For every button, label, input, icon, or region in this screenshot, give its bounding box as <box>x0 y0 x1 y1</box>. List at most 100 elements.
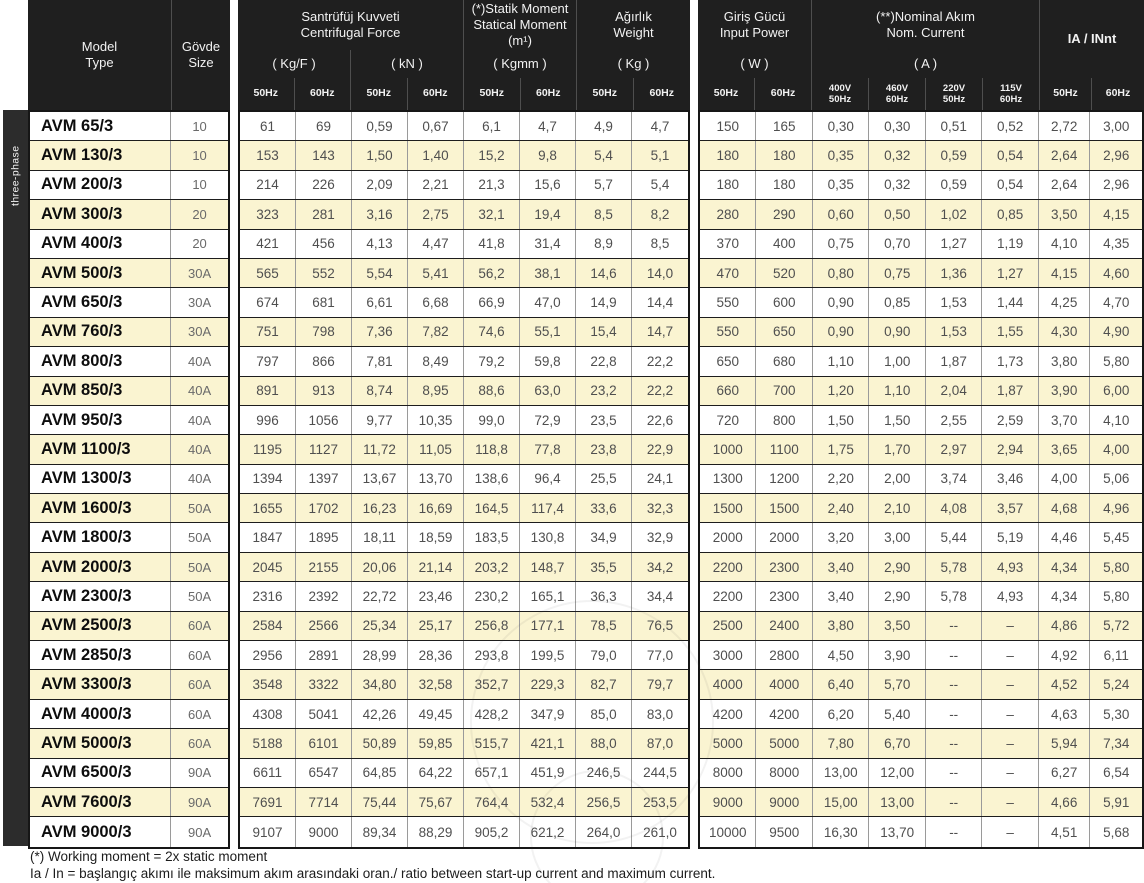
table-row: 2200 2300 3,40 2,90 5,78 4,93 4,34 5,80 <box>700 582 1142 612</box>
model-size-block: Model Type Gövde Size AVM 65/3 10 AVM 130/… <box>28 0 230 849</box>
size-cell: 40A <box>188 412 212 428</box>
data-cell: 2,72 <box>1039 112 1091 141</box>
data-cell: 798 <box>296 317 352 347</box>
table-header: Model Type Gövde Size <box>28 0 230 110</box>
data-cell: 1,40 <box>408 141 464 170</box>
phase-group-strip: three-phase <box>3 110 28 846</box>
data-cell: 550 <box>700 288 757 317</box>
data-cell: 4,30 <box>1039 317 1091 347</box>
data-cell: 4,60 <box>1103 265 1130 281</box>
data-cell: 7,80 <box>813 729 870 758</box>
table-row: AVM 400/3 20 <box>30 229 228 259</box>
data-cell: 3,20 <box>813 523 870 552</box>
size-cell: 60A <box>188 618 212 634</box>
data-cell: 4,96 <box>1103 500 1130 516</box>
data-cell: 15,6 <box>520 170 576 200</box>
data-cell: 3,16 <box>352 200 408 229</box>
data-cell: 12,00 <box>869 758 926 787</box>
data-cell: 165 <box>756 112 813 141</box>
table-row: AVM 1600/3 50A <box>30 494 228 524</box>
data-cell: 1847 <box>240 523 296 552</box>
table-row: AVM 2000/3 50A <box>30 552 228 583</box>
table-row: 1000 1100 1,75 1,70 2,97 2,94 3,65 4,00 <box>700 435 1142 465</box>
data-cell: 4,15 <box>1103 206 1130 222</box>
data-cell: 9,8 <box>520 141 576 170</box>
data-cell: 34,4 <box>646 588 674 604</box>
data-cell: 25,5 <box>576 464 632 494</box>
data-cell: 4000 <box>700 670 757 699</box>
data-cell: 5,1 <box>650 148 670 164</box>
data-cell: 5,30 <box>1103 706 1130 722</box>
data-cell: 244,5 <box>643 765 677 781</box>
data-cell: 9000 <box>700 787 757 817</box>
data-cell: 16,69 <box>408 494 464 523</box>
data-cell: – <box>982 787 1039 817</box>
data-cell: -- <box>926 611 983 641</box>
table-row: 797 866 7,81 8,49 79,2 59,8 22,8 22,2 <box>240 347 688 377</box>
force-moment-weight-block: Santrüfüj Kuvveti Centrifugal Force (*)S… <box>238 0 690 849</box>
data-cell: 138,6 <box>464 464 520 494</box>
data-cell: 85,0 <box>576 699 632 729</box>
data-cell: 0,90 <box>813 288 870 317</box>
data-cell: 4,13 <box>352 229 408 258</box>
data-cell: 3,57 <box>982 494 1039 523</box>
data-cell: 7691 <box>240 787 296 817</box>
data-cell: 2,10 <box>869 494 926 523</box>
data-cell: 2566 <box>296 611 352 641</box>
data-cell: 1,50 <box>813 405 870 435</box>
data-cell: 5,4 <box>650 177 670 193</box>
data-cell: 0,30 <box>869 112 926 141</box>
hz-label: 60Hz <box>295 78 351 110</box>
size-cell: 10 <box>192 148 207 164</box>
data-cell: 0,51 <box>926 112 983 141</box>
header-input-power: Giriş Gücü Input Power <box>698 0 812 50</box>
data-cell: – <box>982 670 1039 699</box>
data-cell: 3,74 <box>926 464 983 494</box>
data-cell: 0,52 <box>982 112 1039 141</box>
size-cell: 10 <box>192 118 207 134</box>
data-cell: 2400 <box>756 611 813 641</box>
data-cell: 246,5 <box>576 758 632 787</box>
data-cell: 11,72 <box>352 435 408 464</box>
size-cell: 90A <box>188 765 212 781</box>
data-cell: 22,2 <box>646 353 674 369</box>
data-cell: 8,74 <box>352 376 408 405</box>
header-size: Gövde Size <box>181 38 221 70</box>
data-cell: 2200 <box>700 582 757 611</box>
data-cell: 89,34 <box>352 817 408 847</box>
data-cell: -- <box>926 758 983 787</box>
data-cell: 6611 <box>240 758 296 787</box>
data-cell: 72,9 <box>520 405 576 435</box>
data-cell: 15,00 <box>813 787 870 817</box>
data-cell: 6,61 <box>352 288 408 317</box>
data-cell: 0,59 <box>926 141 983 170</box>
data-cell: 2,64 <box>1039 141 1091 170</box>
voltage-hz-label: 460V 60Hz <box>869 78 926 110</box>
data-cell: 720 <box>700 405 757 435</box>
data-cell: 13,00 <box>869 787 926 817</box>
model-size-body: AVM 65/3 10 AVM 130/3 10 AVM 200/3 10 AVM 300/… <box>28 110 230 849</box>
data-cell: 2,59 <box>982 405 1039 435</box>
data-cell: 4,10 <box>1039 229 1091 258</box>
data-cell: 0,90 <box>869 317 926 347</box>
data-cell: 2316 <box>240 582 296 611</box>
data-cell: 520 <box>756 258 813 288</box>
size-cell: 50A <box>188 588 212 604</box>
data-cell: 3,00 <box>869 523 926 552</box>
data-cell: 3,40 <box>813 552 870 582</box>
data-cell: 751 <box>240 317 296 347</box>
data-cell: 88,29 <box>408 817 464 847</box>
data-cell: 1,36 <box>926 258 983 288</box>
data-cell: 5,7 <box>576 170 632 200</box>
data-cell: 2,96 <box>1103 177 1130 193</box>
unit-kgmm: ( Kgmm ) <box>464 50 577 78</box>
data-cell: – <box>982 758 1039 787</box>
data-cell: 87,0 <box>646 735 674 751</box>
data-cell: 3,00 <box>1103 118 1130 134</box>
table-row: 1655 1702 16,23 16,69 164,5 117,4 33,6 32,3 <box>240 494 688 524</box>
size-cell: 30A <box>188 295 212 311</box>
data-cell: 5,91 <box>1103 794 1130 810</box>
model-cell: AVM 300/3 <box>30 200 172 229</box>
table-row: 660 700 1,20 1,10 2,04 1,87 3,90 6,00 <box>700 376 1142 406</box>
data-cell: 1,10 <box>813 347 870 376</box>
